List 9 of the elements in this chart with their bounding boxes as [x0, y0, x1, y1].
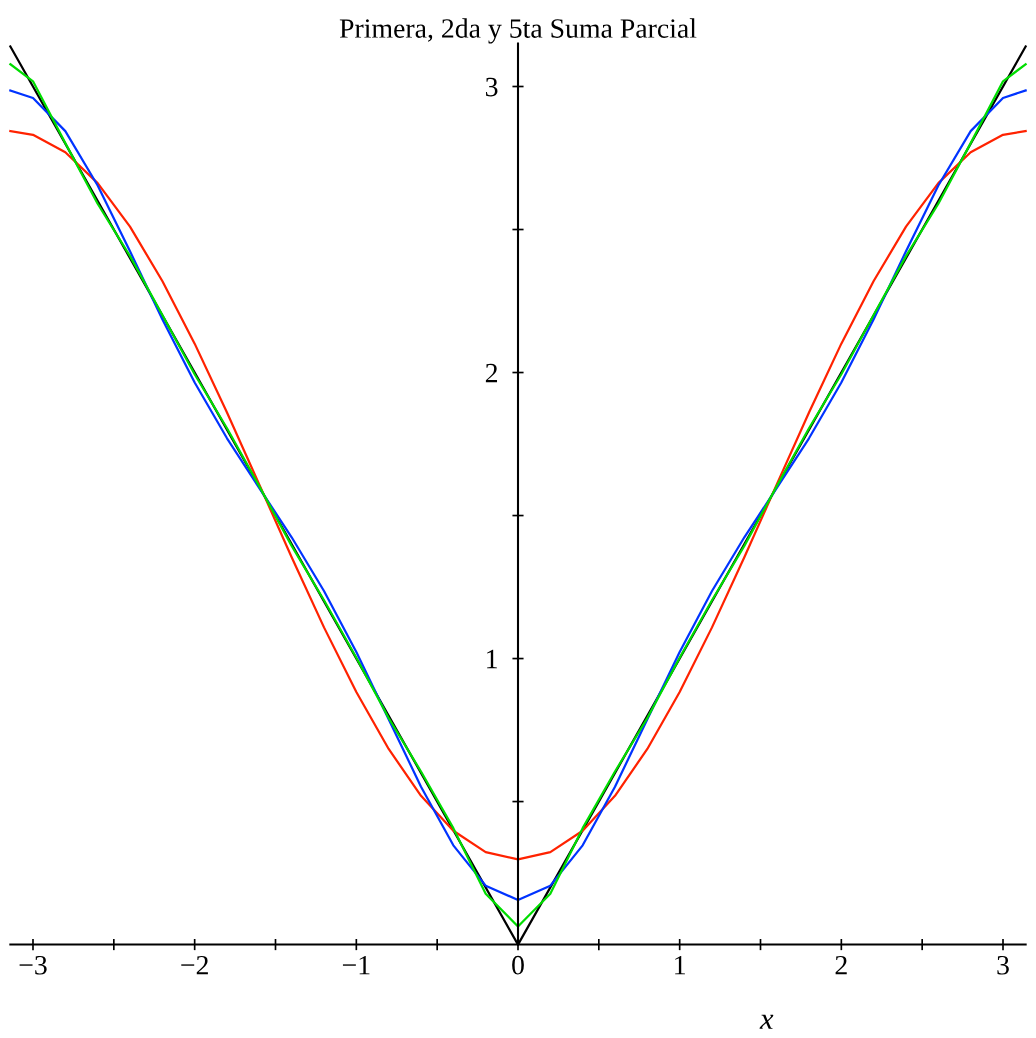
x-axis-title: x — [759, 1014, 774, 1029]
x-tick-label: 3 — [997, 955, 1009, 975]
x-tick-label: 1 — [675, 955, 685, 975]
chart-title: Primera, 2da y 5ta Suma Parcial — [339, 18, 697, 44]
x-tick-label: −2 — [181, 955, 208, 975]
x-tick-label: −3 — [19, 955, 47, 975]
x-tick-label: −1 — [342, 955, 370, 975]
x-tick-label: 2 — [835, 955, 847, 975]
x-tick-label: 0 — [512, 955, 524, 975]
